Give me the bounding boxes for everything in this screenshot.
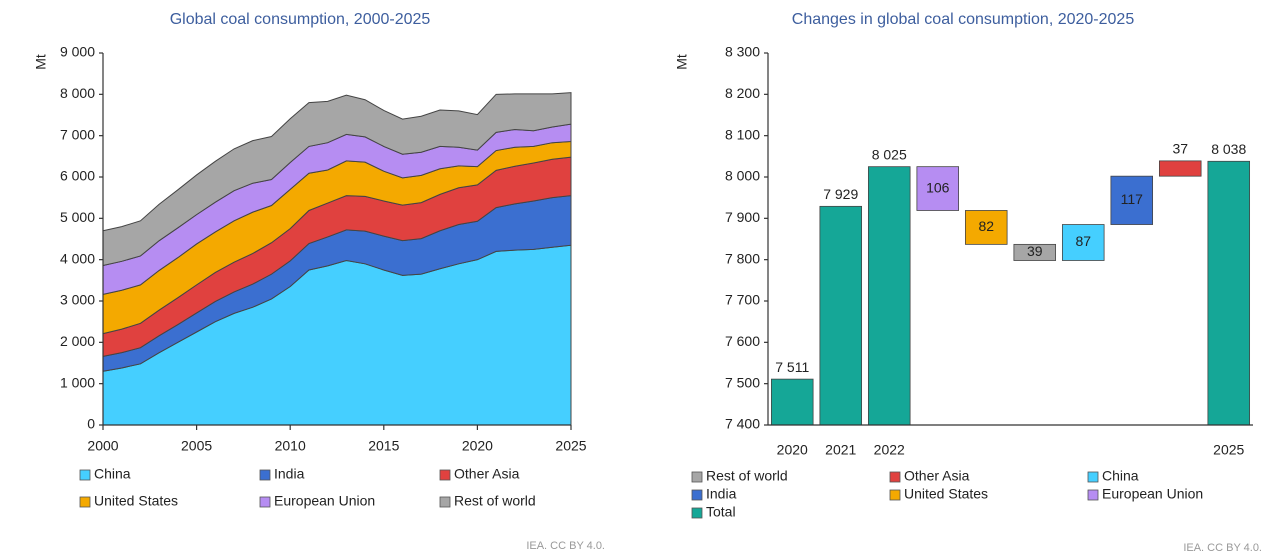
- data-label: 7 929: [823, 186, 858, 202]
- x-tick-label: 2015: [368, 438, 399, 454]
- data-label: 8 025: [872, 146, 907, 162]
- y-tick-label: 5 000: [60, 209, 95, 225]
- x-tick-label: 2020: [777, 442, 808, 458]
- bar: [819, 205, 863, 426]
- legend-label: India: [706, 486, 737, 502]
- y-tick-label: 7 900: [725, 209, 760, 225]
- y-tick-label: 3 000: [60, 292, 95, 308]
- data-label: 39: [1027, 243, 1043, 259]
- bar: [964, 210, 1008, 245]
- y-axis-label: Mt: [33, 54, 49, 70]
- legend-swatch: [439, 496, 451, 508]
- chart-title: Changes in global coal consumption, 2020…: [792, 11, 1135, 28]
- legend-swatch: [1087, 489, 1099, 501]
- source: IEA. CC BY 4.0.: [526, 540, 605, 552]
- legend-swatch: [889, 489, 901, 501]
- y-tick-label: 8 000: [725, 168, 760, 184]
- legend-swatch: [259, 469, 271, 481]
- x-tick-label: 2025: [1213, 442, 1244, 458]
- legend-label: Other Asia: [904, 468, 970, 484]
- y-tick-label: 0: [87, 416, 95, 432]
- y-tick-label: 8 200: [725, 85, 760, 101]
- y-tick-label: 7 700: [725, 292, 760, 308]
- legend-label: United States: [94, 493, 178, 509]
- y-tick-label: 7 000: [60, 126, 95, 142]
- y-tick-label: 8 000: [60, 85, 95, 101]
- legend-swatch: [691, 471, 703, 483]
- legend-swatch: [691, 489, 703, 501]
- y-tick-label: 6 000: [60, 168, 95, 184]
- legend-swatch: [259, 496, 271, 508]
- legend-label: China: [1102, 468, 1139, 484]
- x-tick-label: 2025: [555, 438, 586, 454]
- x-tick-label: 2021: [825, 442, 856, 458]
- y-tick-label: 1 000: [60, 374, 95, 390]
- y-axis-label: Mt: [674, 54, 690, 70]
- x-tick-label: 2010: [275, 438, 306, 454]
- data-label: 37: [1172, 141, 1188, 157]
- data-label: 82: [978, 218, 994, 234]
- legend-label: European Union: [274, 493, 375, 509]
- bar: [1110, 175, 1154, 225]
- legend-label: European Union: [1102, 486, 1203, 502]
- bar: [916, 166, 960, 211]
- legend-swatch: [691, 507, 703, 519]
- legend-label: Total: [706, 504, 736, 520]
- y-tick-label: 7 600: [725, 333, 760, 349]
- chart-title: Global coal consumption, 2000-2025: [170, 11, 431, 28]
- y-tick-label: 2 000: [60, 333, 95, 349]
- data-label: 7 511: [775, 359, 809, 375]
- data-label: 117: [1121, 191, 1144, 207]
- bar: [1061, 224, 1105, 261]
- data-label: 87: [1075, 233, 1091, 249]
- bar: [770, 378, 814, 426]
- legend-label: India: [274, 466, 305, 482]
- bar: [1013, 243, 1057, 261]
- x-tick-label: 2022: [874, 442, 905, 458]
- bar: [1158, 160, 1202, 177]
- x-tick-label: 2020: [462, 438, 493, 454]
- y-tick-label: 7 400: [725, 416, 760, 432]
- x-tick-label: 2000: [87, 438, 118, 454]
- y-tick-label: 7 800: [725, 250, 760, 266]
- legend-swatch: [79, 469, 91, 481]
- y-tick-label: 8 300: [725, 44, 760, 60]
- data-label: 8 038: [1211, 141, 1246, 157]
- y-tick-label: 7 500: [725, 374, 760, 390]
- legend-label: Rest of world: [706, 468, 788, 484]
- legend-label: Other Asia: [454, 466, 520, 482]
- data-label: 106: [926, 179, 950, 195]
- legend-swatch: [889, 471, 901, 483]
- legend-label: Rest of world: [454, 493, 536, 509]
- y-tick-label: 4 000: [60, 250, 95, 266]
- y-tick-label: 8 100: [725, 126, 760, 142]
- bar: [867, 166, 911, 426]
- y-tick-label: 9 000: [60, 44, 95, 60]
- legend-label: China: [94, 466, 131, 482]
- legend-label: United States: [904, 486, 988, 502]
- area: [102, 92, 572, 267]
- legend-swatch: [79, 496, 91, 508]
- legend-swatch: [439, 469, 451, 481]
- x-tick-label: 2005: [181, 438, 212, 454]
- legend-swatch: [1087, 471, 1099, 483]
- source: IEA. CC BY 4.0.: [1183, 542, 1262, 554]
- bar: [1207, 160, 1251, 426]
